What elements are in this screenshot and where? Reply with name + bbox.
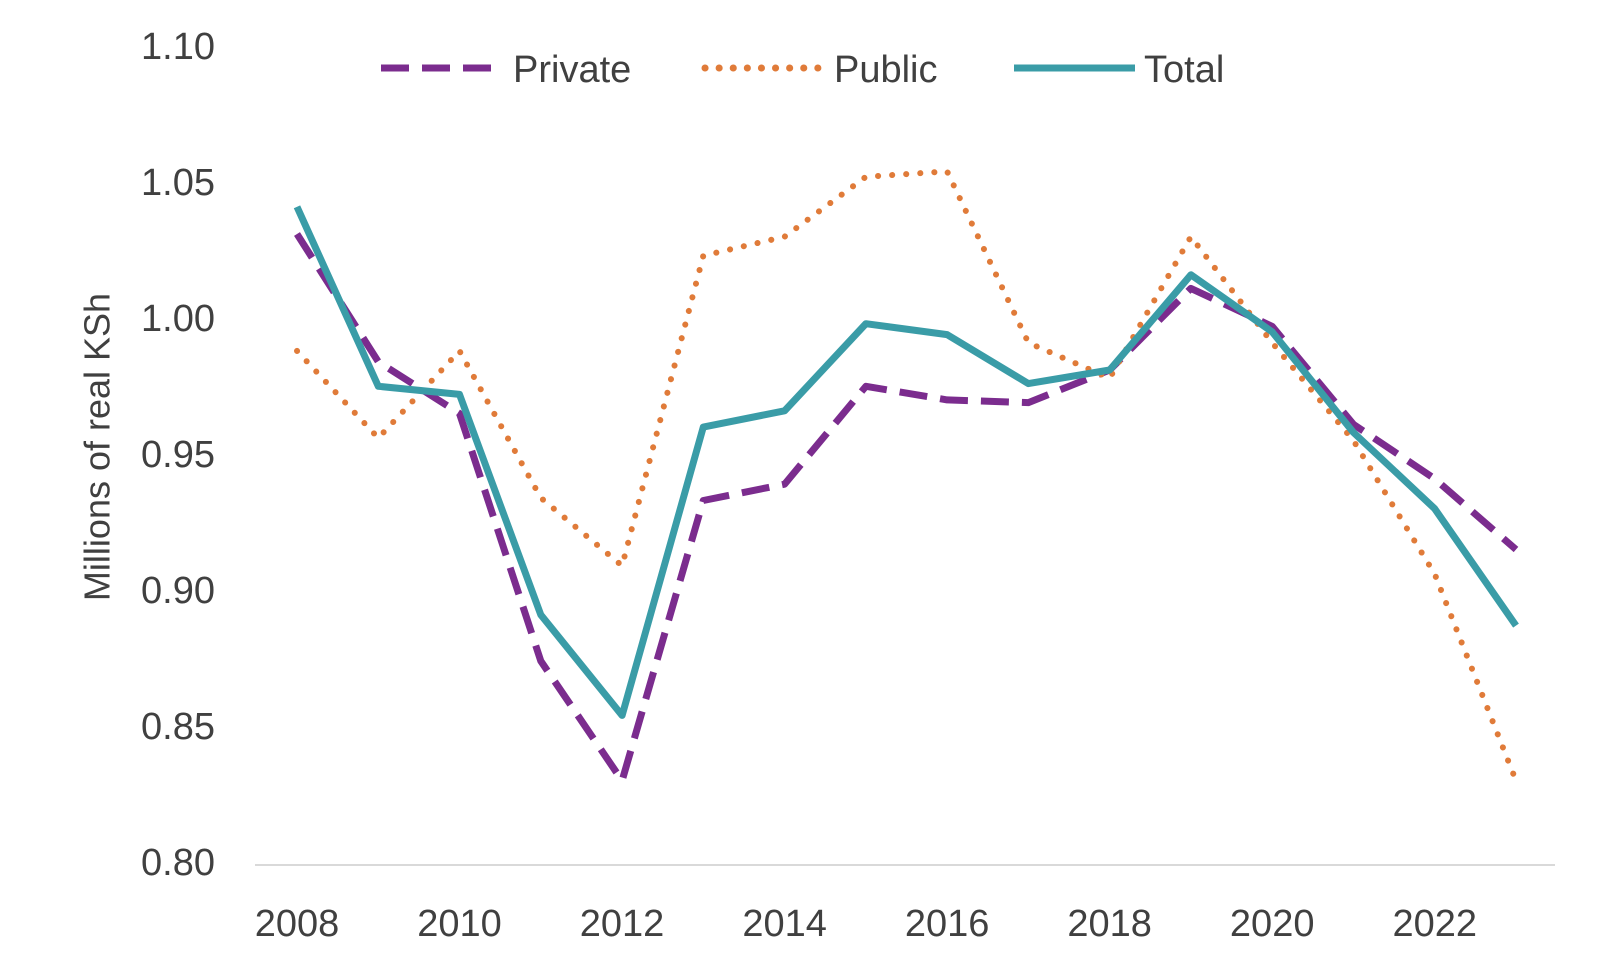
x-axis: 2008 2010 2012 2014 2016 2018 2020 2022: [255, 903, 1477, 945]
legend-item-private: Private: [381, 49, 631, 91]
legend-label-public: Public: [834, 49, 938, 91]
x-tick-label: 2010: [417, 903, 502, 945]
x-tick-label: 2008: [255, 903, 340, 945]
y-tick-label: 0.80: [141, 842, 215, 884]
x-tick-label: 2014: [742, 903, 827, 945]
series-line-private: [294, 232, 1519, 785]
y-tick-label: 1.05: [141, 162, 215, 204]
y-tick-label: 1.00: [141, 298, 215, 340]
y-axis: 0.80 0.85 0.90 0.95 1.00 1.05 1.10: [141, 26, 215, 884]
x-tick-label: 2016: [905, 903, 990, 945]
x-tick-label: 2022: [1392, 903, 1477, 945]
legend: Private Public Total: [381, 49, 1224, 91]
series-lines: [293, 168, 1519, 785]
y-tick-label: 1.10: [141, 26, 215, 68]
x-tick-label: 2012: [580, 903, 665, 945]
legend-item-total: Total: [1014, 49, 1224, 91]
legend-label-total: Total: [1144, 49, 1224, 91]
y-tick-label: 0.85: [141, 706, 215, 748]
series-line-public: [294, 168, 1519, 784]
legend-label-private: Private: [513, 49, 631, 91]
x-tick-label: 2018: [1067, 903, 1152, 945]
legend-item-public: Public: [701, 49, 938, 91]
y-axis-title: Millions of real KSh: [77, 293, 118, 601]
y-tick-label: 0.90: [141, 570, 215, 612]
y-tick-label: 0.95: [141, 434, 215, 476]
x-tick-label: 2020: [1230, 903, 1315, 945]
series-line-total: [293, 205, 1519, 719]
